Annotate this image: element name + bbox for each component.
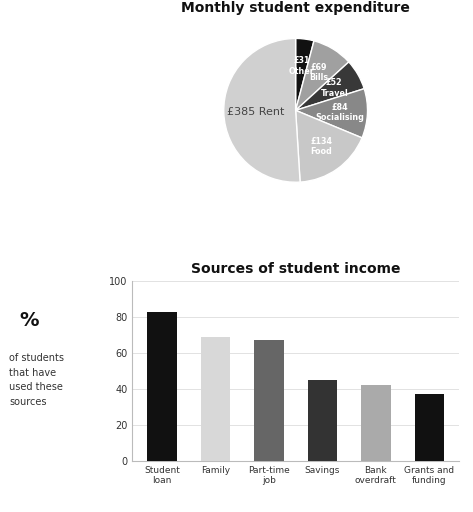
- Text: £385 Rent: £385 Rent: [228, 106, 285, 117]
- Bar: [147, 312, 177, 461]
- Wedge shape: [296, 38, 314, 111]
- Text: £134
Food: £134 Food: [310, 137, 333, 156]
- Bar: [361, 386, 391, 461]
- Text: £31
Other: £31 Other: [289, 56, 314, 76]
- Bar: [414, 394, 444, 461]
- Bar: [254, 340, 284, 461]
- Text: %: %: [19, 311, 38, 330]
- Wedge shape: [224, 38, 300, 182]
- Text: of students
that have
used these
sources: of students that have used these sources: [9, 353, 64, 407]
- Title: Sources of student income: Sources of student income: [191, 262, 400, 276]
- Text: £52
Travel: £52 Travel: [320, 78, 348, 98]
- Wedge shape: [296, 111, 362, 182]
- Bar: [201, 337, 230, 461]
- Title: Monthly student expenditure: Monthly student expenditure: [181, 1, 410, 15]
- Wedge shape: [296, 89, 368, 138]
- Wedge shape: [296, 62, 364, 111]
- Bar: [307, 380, 337, 461]
- Text: £69
Bills: £69 Bills: [309, 62, 328, 82]
- Text: £84
Socialising: £84 Socialising: [315, 102, 365, 122]
- Wedge shape: [296, 41, 349, 111]
